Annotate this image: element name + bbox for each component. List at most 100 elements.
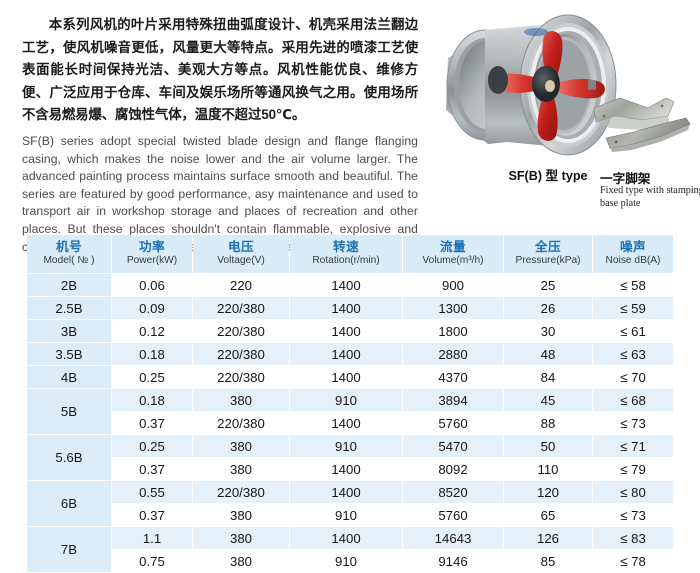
table-row: 7B 1.1 380 1400 14643 126 ≤ 83 [27,527,673,572]
cell-volume: 9146 [403,550,503,572]
cell-power: 0.25 [112,366,192,388]
cell-rotation: 1400 [290,320,402,342]
cell-pressure: 45 [504,389,592,411]
cell-pressure: 26 [504,297,592,319]
cell-model: 3.5B [27,343,111,365]
cell-voltage: 380 [193,504,289,526]
column-header-rotation-en: Rotation(r/min) [312,255,380,267]
cell-power: 0.37 [112,458,192,480]
table-row: 0.75 380 910 9146 85 ≤ 78 [27,550,673,572]
column-header-voltage-en: Voltage(V) [217,255,265,267]
cell-power: 0.18 [112,389,192,411]
cell-pressure: 50 [504,435,592,457]
table-header: 机号 Model( № ) 功率 Power(kW) 电压 Voltage(V)… [27,235,673,273]
cell-pressure: 120 [504,481,592,503]
cell-noise: ≤ 80 [593,481,673,503]
column-header-noise: 噪声 Noise dB(A) [593,235,673,273]
cell-model: 5.6B [27,435,111,480]
cell-volume: 8092 [403,458,503,480]
cell-pressure: 48 [504,343,592,365]
table-row: 2.5B 0.09 220/380 1400 1300 26 ≤ 59 [27,297,673,319]
cell-noise: ≤ 73 [593,412,673,434]
cell-rotation: 1400 [290,343,402,365]
cell-model: 3B [27,320,111,342]
column-header-power-en: Power(kW) [126,255,178,267]
column-header-model-cn: 机号 [56,239,82,254]
cell-noise: ≤ 68 [593,389,673,411]
cell-voltage: 380 [193,527,289,549]
cell-volume: 4370 [403,366,503,388]
column-header-volume-cn: 流量 [440,239,466,254]
cell-noise: ≤ 73 [593,504,673,526]
table-row: 5B 0.18 380 910 3894 45 ≤ 68 [27,389,673,434]
cell-pressure: 65 [504,504,592,526]
column-header-pressure-en: Pressure(kPa) [515,255,581,267]
cell-noise: ≤ 58 [593,274,673,296]
table-row: 5.6B 0.25 380 910 5470 50 ≤ 71 [27,435,673,480]
column-header-volume: 流量 Volume(m³/h) [403,235,503,273]
cell-power: 0.06 [112,274,192,296]
cell-model: 5B [27,389,111,434]
table-body: 2B 0.06 220 1400 900 25 ≤ 58 2.5B 0.09 220/380 140… [27,274,673,572]
table-row: 2B 0.06 220 1400 900 25 ≤ 58 [27,274,673,296]
column-header-power-cn: 功率 [139,239,165,254]
cell-voltage: 220/380 [193,412,289,434]
cell-rotation: 1400 [290,481,402,503]
table-row: 6B 0.55 220/380 1400 8520 120 ≤ 80 [27,481,673,526]
cell-model: 6B [27,481,111,526]
cell-volume: 5470 [403,435,503,457]
cell-rotation: 1400 [290,297,402,319]
column-header-model: 机号 Model( № ) [27,235,111,273]
cell-pressure: 25 [504,274,592,296]
cell-pressure: 85 [504,550,592,572]
column-header-noise-en: Noise dB(A) [605,255,661,267]
cell-power: 0.55 [112,481,192,503]
cell-voltage: 380 [193,389,289,411]
cell-voltage: 220/380 [193,366,289,388]
product-photo-area: SF(B) 型 type 一字脚架 Fixed type with stampi… [424,2,700,228]
cell-rotation: 910 [290,435,402,457]
cell-noise: ≤ 78 [593,550,673,572]
cell-voltage: 380 [193,550,289,572]
cell-volume: 1300 [403,297,503,319]
specification-table: 机号 Model( № ) 功率 Power(kW) 电压 Voltage(V)… [26,234,674,573]
cell-noise: ≤ 83 [593,527,673,549]
cell-voltage: 220/380 [193,320,289,342]
column-header-model-en: Model( № ) [43,255,95,267]
cell-power: 0.12 [112,320,192,342]
cell-volume: 14643 [403,527,503,549]
cell-volume: 900 [403,274,503,296]
table-row: 3B 0.12 220/380 1400 1800 30 ≤ 61 [27,320,673,342]
cell-volume: 8520 [403,481,503,503]
cell-volume: 2880 [403,343,503,365]
column-header-pressure: 全压 Pressure(kPa) [504,235,592,273]
table-header-row: 机号 Model( № ) 功率 Power(kW) 电压 Voltage(V)… [27,235,673,273]
column-header-rotation-cn: 转速 [333,239,359,254]
cell-pressure: 84 [504,366,592,388]
cell-power: 0.25 [112,435,192,457]
column-header-voltage-cn: 电压 [228,239,254,254]
table-row: 0.37 380 1400 8092 110 ≤ 79 [27,458,673,480]
cell-noise: ≤ 59 [593,297,673,319]
cell-power: 1.1 [112,527,192,549]
cell-volume: 5760 [403,504,503,526]
cell-volume: 5760 [403,412,503,434]
cell-rotation: 1400 [290,527,402,549]
cell-pressure: 126 [504,527,592,549]
cell-voltage: 380 [193,458,289,480]
column-header-pressure-cn: 全压 [535,239,561,254]
cell-noise: ≤ 61 [593,320,673,342]
cell-power: 0.18 [112,343,192,365]
cell-power: 0.75 [112,550,192,572]
bracket-caption-english: Fixed type with stamping base plate [600,185,700,209]
cell-voltage: 380 [193,435,289,457]
table-row: 3.5B 0.18 220/380 1400 2880 48 ≤ 63 [27,343,673,365]
cell-volume: 3894 [403,389,503,411]
cell-volume: 1800 [403,320,503,342]
bracket-caption-chinese: 一字脚架 [600,172,651,186]
cell-rotation: 910 [290,550,402,572]
cell-model: 4B [27,366,111,388]
cell-rotation: 1400 [290,412,402,434]
cell-noise: ≤ 71 [593,435,673,457]
fan-caption: SF(B) 型 type [508,169,588,183]
